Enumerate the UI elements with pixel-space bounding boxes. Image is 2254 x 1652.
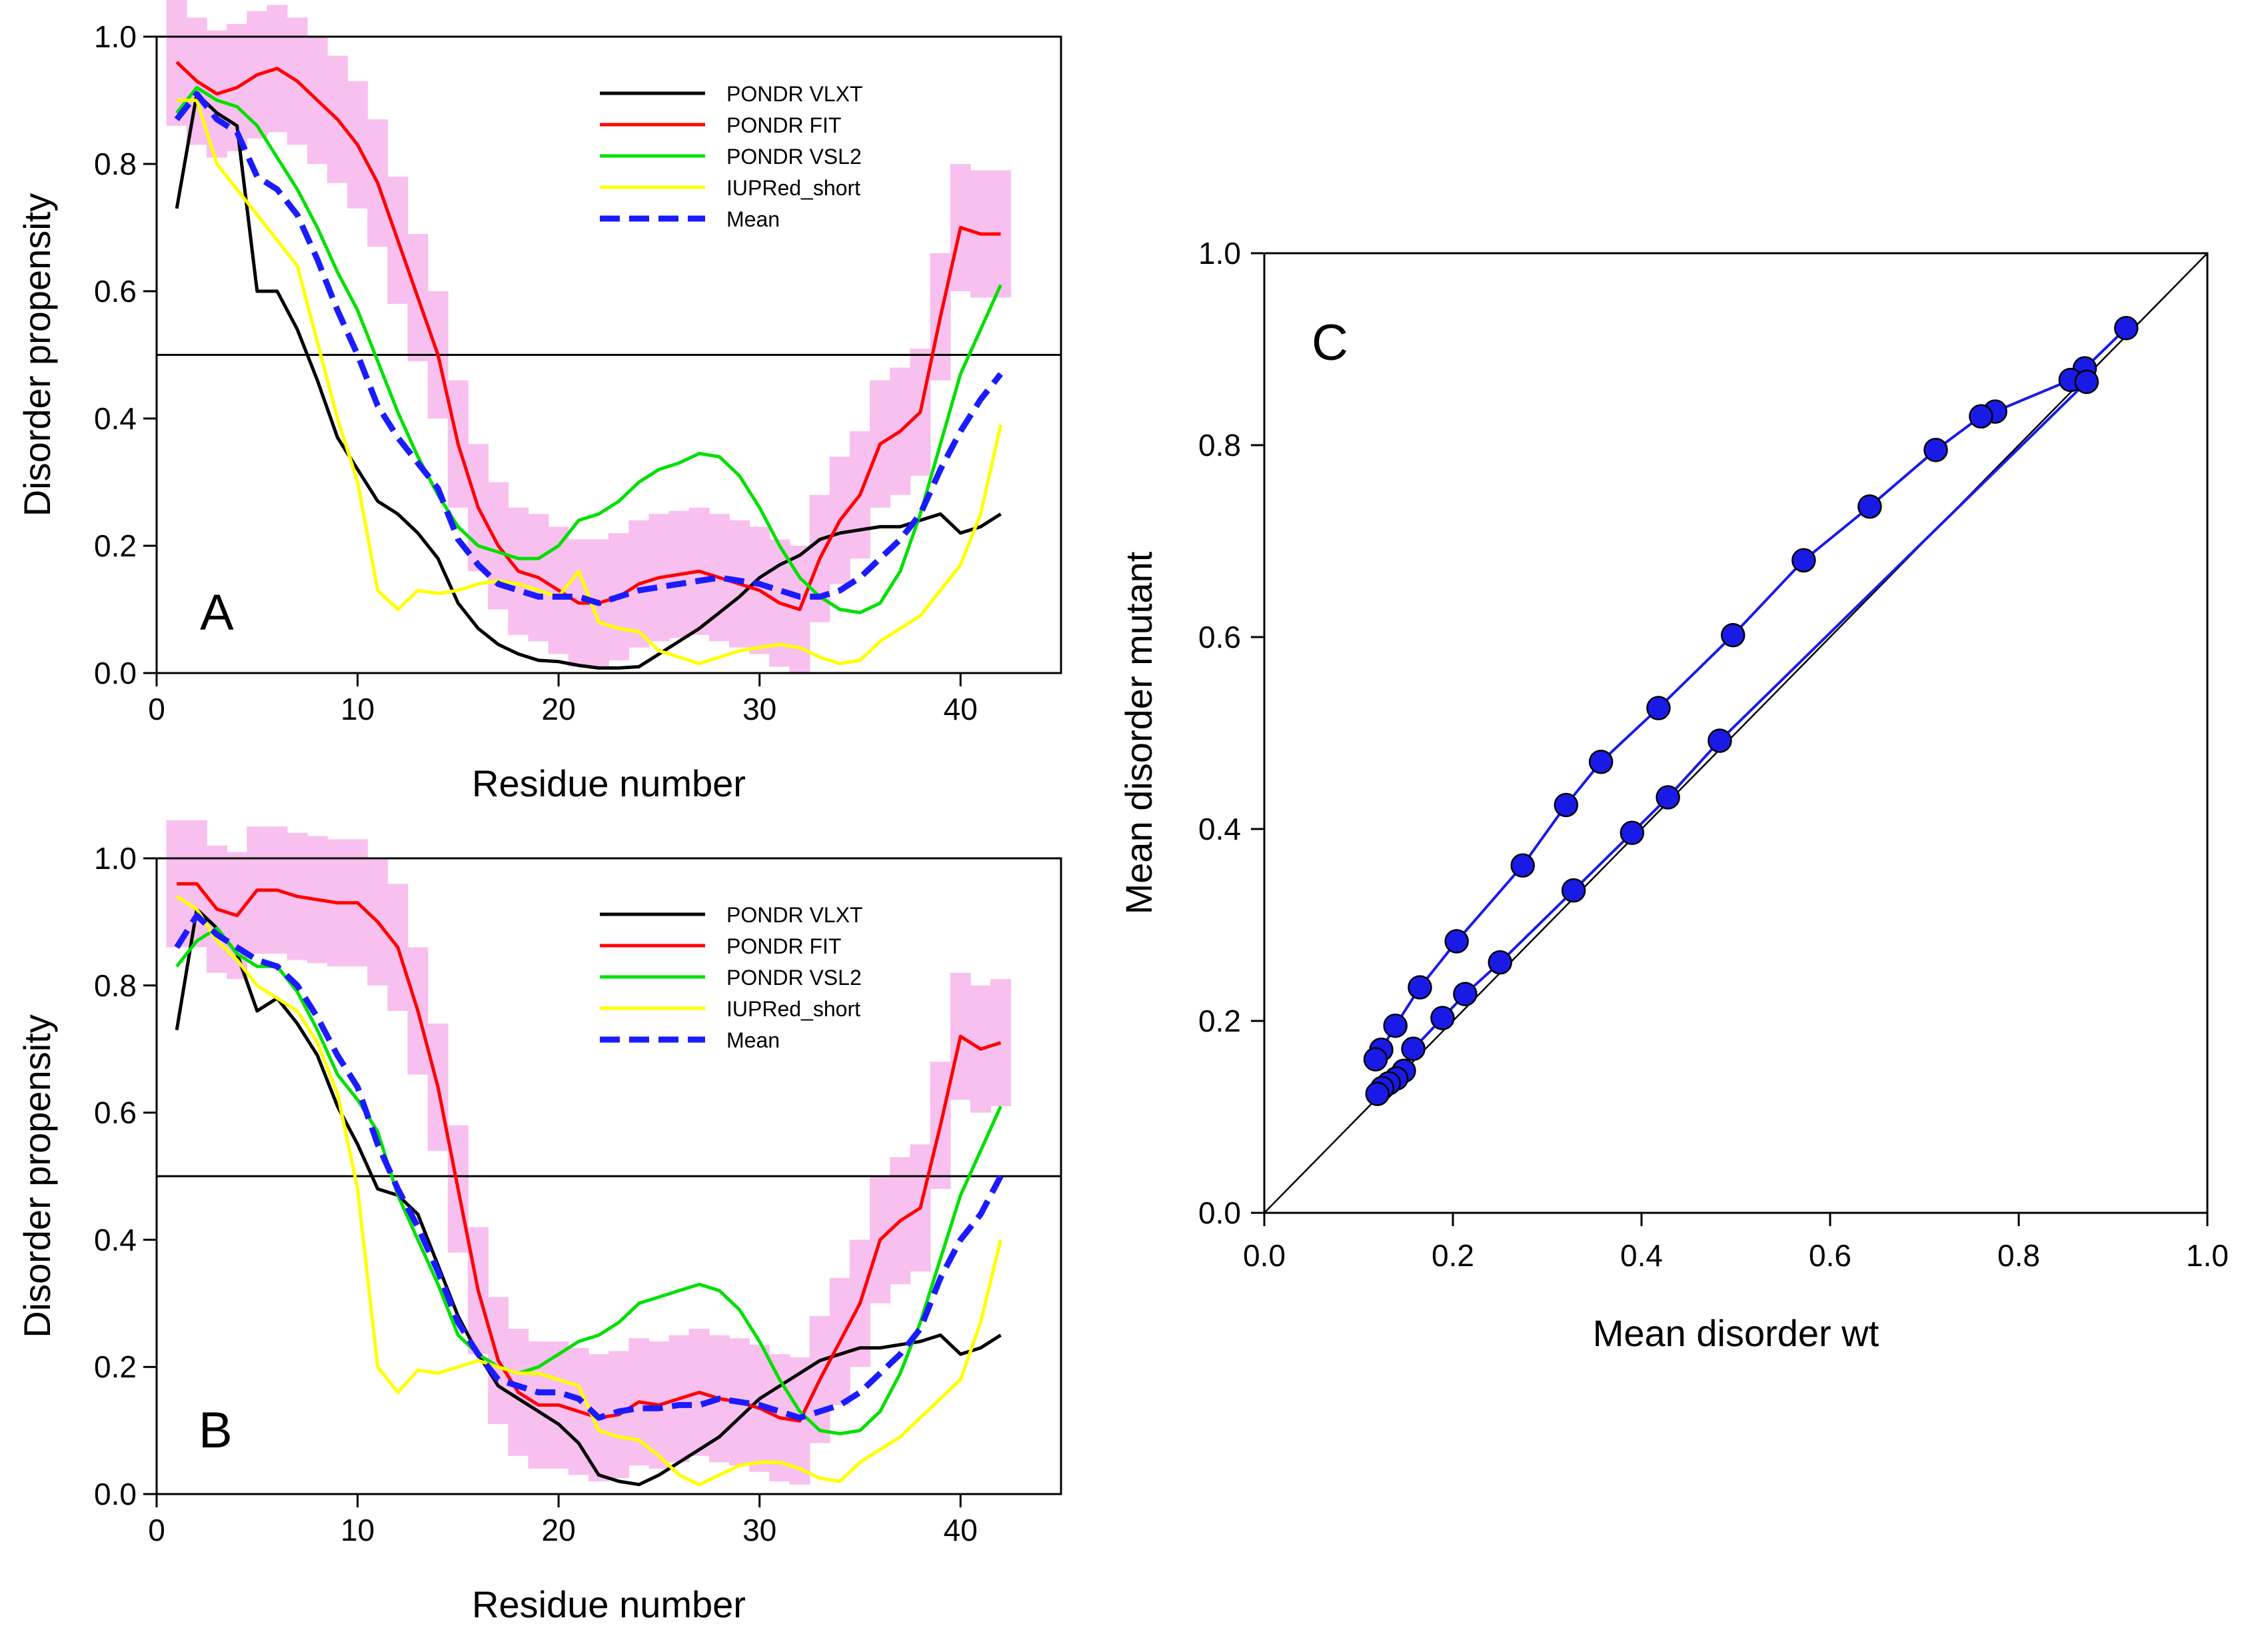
panel-b-chart: 0 10 20 30 40 0.0 0.2 0.4 0.6 0.8 1.0 Residue numbe… — [16, 820, 1062, 1625]
y-axis-label: Disorder propensity — [16, 1014, 58, 1338]
series-line-pondr-fit — [175, 61, 1001, 611]
legend-label: Mean — [726, 1028, 780, 1052]
scatter-point — [1401, 1036, 1426, 1062]
series-line-iupred-short — [177, 99, 1002, 666]
series-line-pondr-fit — [177, 882, 1002, 1423]
scatter-point — [1554, 792, 1579, 818]
plot-frame — [155, 857, 1062, 1495]
scatter-point — [1453, 982, 1478, 1006]
x-tick-label: 0 — [148, 1513, 165, 1547]
scatter-point — [1707, 728, 1732, 753]
y-tick-label: 1.0 — [94, 19, 137, 54]
scatter-point — [1923, 437, 1948, 462]
series-line-mean — [174, 91, 1004, 606]
x-tick-label: 30 — [742, 1513, 776, 1547]
y-tick-label: 0.2 — [94, 1349, 137, 1384]
series-line-iupred-short — [175, 895, 1002, 1487]
legend-label: PONDR VLXT — [726, 903, 862, 927]
scatter-point — [1383, 1013, 1408, 1038]
y-axis-label: Mean disorder mutant — [1118, 551, 1160, 914]
x-tick-label: 0.0 — [1243, 1238, 1286, 1273]
x-axis-label: Mean disorder wt — [1593, 1312, 1879, 1354]
scatter-point — [1408, 975, 1432, 1000]
panel-a-chart: 0 10 20 30 40 0.0 0.2 0.4 0.6 0.8 1.0 Residue numbe… — [16, 0, 1062, 804]
y-tick-label: 1.0 — [1198, 236, 1241, 271]
y-tick-label: 0.8 — [94, 147, 137, 181]
series-line-pondr-vlxt — [175, 907, 1002, 1487]
y-tick-label: 0.8 — [1198, 428, 1241, 462]
legend-label: PONDR VSL2 — [726, 145, 862, 169]
y-tick-label: 0.0 — [94, 1477, 137, 1511]
series-line-upper-branch — [1374, 327, 2127, 1060]
x-tick-label: 0.4 — [1620, 1238, 1663, 1273]
series-line-mean — [174, 912, 1004, 1421]
x-tick-label: 0 — [148, 692, 165, 726]
y-tick-label: 0.4 — [94, 1222, 137, 1257]
x-tick-label: 30 — [742, 692, 776, 726]
x-tick-label: 10 — [341, 1513, 375, 1547]
panel-c-label: C — [1312, 315, 1348, 371]
scatter-point — [1791, 548, 1816, 573]
scatter-point — [1656, 785, 1680, 810]
panel-c-chart: 0.0 0.2 0.4 0.6 0.8 1.0 0.0 0.2 0.4 0.6 0.8 1.0 Mean… — [1118, 236, 2229, 1354]
x-tick-label: 40 — [944, 692, 978, 726]
scatter-point — [1588, 749, 1614, 774]
scatter-point — [1363, 1047, 1388, 1072]
y-tick-label: 0.6 — [1198, 620, 1241, 654]
scatter-point — [1365, 1082, 1390, 1106]
x-tick-label: 0.8 — [1997, 1238, 2040, 1273]
scatter-point — [1969, 404, 1993, 429]
x-tick-label: 10 — [341, 692, 375, 726]
scatter-point — [2114, 316, 2139, 341]
scatter-point — [2074, 369, 2099, 395]
x-tick-label: 1.0 — [2186, 1238, 2229, 1273]
legend-label: Mean — [726, 207, 780, 231]
x-tick-label: 40 — [944, 1513, 978, 1547]
x-tick-label: 20 — [542, 1513, 576, 1547]
y-tick-label: 0.6 — [94, 1096, 137, 1130]
legend-label: IUPRed_short — [726, 997, 860, 1021]
series-line-pondr-vsl2 — [175, 85, 1002, 614]
x-axis-label: Residue number — [472, 762, 746, 804]
y-tick-label: 0.0 — [1198, 1196, 1241, 1230]
scatter-point — [1510, 853, 1535, 878]
x-axis-label: Residue number — [472, 1583, 746, 1625]
plot-frame — [1263, 252, 2209, 1214]
scatter-point — [1721, 622, 1745, 648]
y-tick-label: 0.8 — [94, 968, 137, 1003]
scatter-point — [1620, 820, 1645, 846]
scatter-point — [1561, 878, 1586, 903]
panel-b-label: B — [199, 1402, 233, 1459]
x-tick-label: 0.6 — [1809, 1238, 1851, 1273]
scatter-point — [1444, 929, 1469, 954]
x-tick-label: 0.2 — [1432, 1238, 1474, 1273]
legend-label: PONDR FIT — [726, 113, 841, 137]
legend-label: PONDR VSL2 — [726, 966, 862, 990]
y-axis-label: Disorder propensity — [16, 193, 58, 517]
y-tick-label: 0.2 — [94, 528, 137, 563]
y-tick-label: 0.0 — [94, 656, 137, 690]
y-tick-label: 0.6 — [94, 274, 137, 309]
legend-label: IUPRed_short — [726, 176, 860, 200]
series-line-pondr-vlxt — [175, 92, 1002, 670]
scatter-point — [1857, 494, 1882, 519]
y-tick-label: 0.4 — [94, 401, 137, 436]
scatter-point — [1488, 950, 1512, 975]
scatter-point — [1646, 696, 1671, 720]
plot-frame — [155, 35, 1062, 674]
series-line-pondr-vsl2 — [175, 926, 1002, 1435]
panel-a-label: A — [200, 584, 234, 641]
y-tick-label: 1.0 — [94, 841, 137, 876]
legend-label: PONDR FIT — [726, 934, 841, 958]
y-tick-label: 0.2 — [1198, 1004, 1241, 1038]
legend-label: PONDR VLXT — [726, 82, 862, 106]
x-tick-label: 20 — [542, 692, 576, 726]
y-tick-label: 0.4 — [1198, 812, 1241, 846]
scatter-point — [1430, 1006, 1455, 1030]
